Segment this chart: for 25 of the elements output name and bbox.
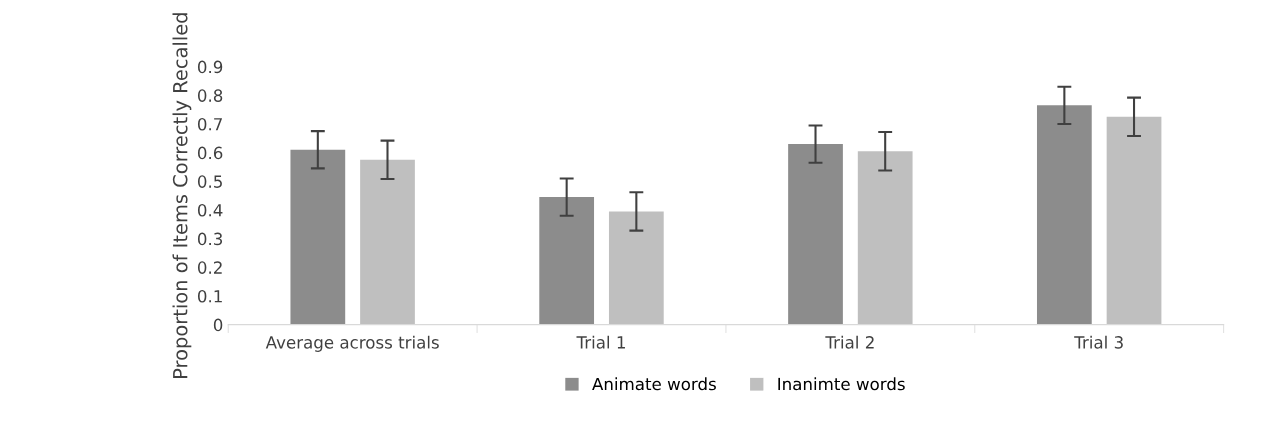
bar [290, 149, 346, 325]
y-tick-label: 0.2 [197, 261, 222, 274]
y-tick-label: 0.7 [197, 117, 222, 131]
y-tick-label: 0.5 [197, 175, 222, 188]
y-tick-label: 0.3 [197, 232, 223, 246]
y-axis-title: Proportion of Items Correctly Recalled [172, 13, 192, 378]
y-tick-label: 0.8 [197, 89, 223, 102]
y-tick-label: 0.1 [197, 289, 222, 303]
bar [1106, 116, 1162, 325]
legend-label: Animate words [592, 377, 716, 391]
legend-label: Inanimte words [778, 377, 905, 391]
bar [539, 197, 595, 325]
y-tick-label: 0 [213, 318, 223, 332]
x-tick-label: Average across trials [265, 335, 439, 352]
x-tick-label: Trial 1 [576, 335, 625, 349]
bar [1036, 105, 1092, 325]
bar [608, 211, 664, 325]
bar [788, 144, 843, 325]
y-tick-label: 0.9 [197, 60, 223, 74]
x-tick-label: Trial 2 [825, 335, 874, 349]
y-tick-label: 0.6 [197, 146, 223, 160]
y-tick-label: 0.4 [197, 203, 223, 217]
bar [857, 151, 913, 325]
x-tick-label: Trial 3 [1074, 335, 1123, 349]
bar [360, 159, 415, 325]
